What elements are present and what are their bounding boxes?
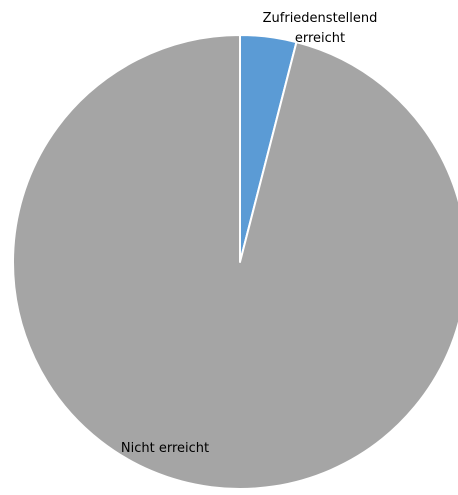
slice-label-1: Zufriedenstellend erreicht [263, 11, 378, 46]
slice-label-line: erreicht [295, 31, 345, 46]
pie-slices [12, 34, 458, 490]
pie-labels: Zufriedenstellend erreicht Nicht erreicht [121, 11, 377, 456]
slice-label-line: Nicht erreicht [121, 441, 209, 456]
pie-slice-2 [12, 34, 458, 490]
slice-label-2: Nicht erreicht [121, 441, 209, 456]
slice-label-line: Zufriedenstellend [263, 11, 378, 26]
